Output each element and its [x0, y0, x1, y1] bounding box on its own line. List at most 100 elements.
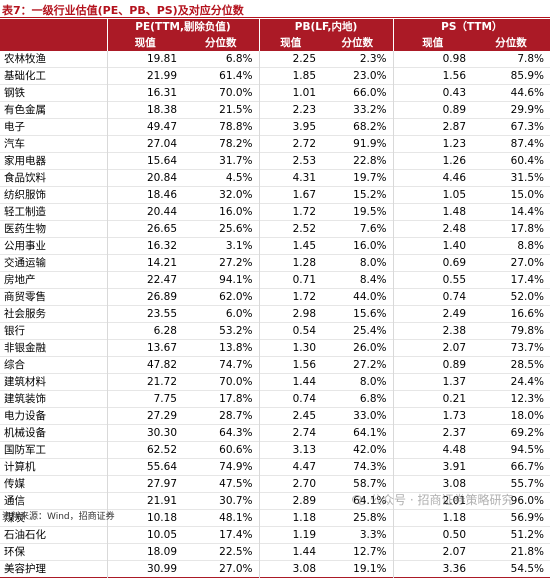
ps-current: 3.36 — [392, 560, 473, 578]
ps-current: 2.48 — [392, 220, 473, 238]
ps-percentile: 67.3% — [510, 121, 545, 133]
industry-name: 公用事业 — [4, 240, 46, 252]
header-pb: PB(LF,内地) — [258, 19, 394, 35]
pe-percentile: 32.0% — [219, 189, 253, 201]
ps-current: 2.38 — [392, 322, 473, 340]
industry-name: 非银金融 — [4, 342, 46, 354]
header-sub-row: 现值 分位数 现值 分位数 现值 分位数 — [0, 35, 550, 51]
industry-name: 商贸零售 — [4, 291, 46, 303]
pb-current: 2.52 — [258, 220, 323, 238]
pe-percentile: 47.5% — [219, 478, 253, 490]
ps-current: 1.05 — [392, 186, 473, 204]
pb-current: 3.08 — [258, 560, 323, 578]
pb-percentile: 58.7% — [353, 478, 387, 490]
table-row: 农林牧渔 19.81 6.8% 2.25 2.3% 0.98 7.8% — [0, 51, 550, 68]
source-note: 资料来源：Wind，招商证券 — [2, 512, 115, 522]
industry-name: 电力设备 — [4, 410, 46, 422]
pe-percentile: 70.0% — [219, 376, 253, 388]
pb-percentile: 7.6% — [359, 223, 387, 235]
pb-current: 2.74 — [258, 424, 323, 442]
industry-name: 轻工制造 — [4, 206, 46, 218]
ps-percentile: 96.0% — [510, 495, 545, 507]
pb-current: 1.30 — [258, 339, 323, 357]
ps-current: 0.89 — [392, 356, 473, 374]
industry-name: 机械设备 — [4, 427, 46, 439]
pe-current: 27.04 — [106, 135, 183, 153]
table-row: 电力设备 27.29 28.7% 2.45 33.0% 1.73 18.0% — [0, 407, 550, 425]
table-row: 建筑装饰 7.75 17.8% 0.74 6.8% 0.21 12.3% — [0, 390, 550, 408]
industry-name: 食品饮料 — [4, 172, 46, 184]
ps-percentile: 87.4% — [510, 138, 545, 150]
pe-current: 21.99 — [106, 67, 183, 85]
ps-percentile: 66.7% — [510, 461, 545, 473]
pb-current: 1.45 — [258, 237, 323, 255]
pe-current: 19.81 — [106, 51, 183, 68]
ps-current: 1.56 — [392, 67, 473, 85]
pe-current: 7.75 — [106, 390, 183, 408]
table-row: 商贸零售 26.89 62.0% 1.72 44.0% 0.74 52.0% — [0, 288, 550, 306]
table-row: 国防军工 62.52 60.6% 3.13 42.0% 4.48 94.5% — [0, 441, 550, 459]
industry-name: 交通运输 — [4, 257, 46, 269]
ps-percentile: 55.7% — [510, 478, 545, 490]
pb-percentile: 12.7% — [353, 546, 387, 558]
table-row: 社会服务 23.55 6.0% 2.98 15.6% 2.49 16.6% — [0, 305, 550, 323]
table-row: 公用事业 16.32 3.1% 1.45 16.0% 1.40 8.8% — [0, 237, 550, 255]
ps-current: 1.48 — [392, 203, 473, 221]
ps-current: 3.91 — [392, 458, 473, 476]
pe-current: 14.21 — [106, 254, 183, 272]
industry-name: 国防军工 — [4, 444, 46, 456]
pe-current: 26.65 — [106, 220, 183, 238]
pe-current: 26.89 — [106, 288, 183, 306]
table-title: 表7：一级行业估值(PE、PB、PS)及对应分位数 — [2, 4, 244, 17]
pe-current: 20.44 — [106, 203, 183, 221]
wechat-icon — [352, 494, 366, 505]
pb-percentile: 74.3% — [353, 461, 387, 473]
header-pb-current: 现值 — [258, 35, 323, 51]
pe-percentile: 3.1% — [225, 240, 253, 252]
ps-percentile: 94.5% — [510, 444, 545, 456]
pe-current: 62.52 — [106, 441, 183, 459]
pb-current: 1.01 — [258, 84, 323, 102]
pe-current: 49.47 — [106, 118, 183, 136]
ps-current: 1.73 — [392, 407, 473, 425]
ps-percentile: 27.0% — [510, 257, 545, 269]
pb-current: 1.72 — [258, 203, 323, 221]
ps-current: 1.26 — [392, 152, 473, 170]
table-row: 食品饮料 20.84 4.5% 4.31 19.7% 4.46 31.5% — [0, 169, 550, 187]
pb-percentile: 42.0% — [353, 444, 387, 456]
ps-current: 1.40 — [392, 237, 473, 255]
table-row: 建筑材料 21.72 70.0% 1.44 8.0% 1.37 24.4% — [0, 373, 550, 391]
pb-current: 2.25 — [258, 51, 323, 68]
pb-percentile: 64.1% — [353, 427, 387, 439]
header-pe: PE(TTM,剔除负值) — [106, 19, 260, 35]
pb-percentile: 33.2% — [353, 104, 387, 116]
ps-percentile: 44.6% — [510, 87, 545, 99]
header-pe-current: 现值 — [106, 35, 183, 51]
pe-percentile: 21.5% — [219, 104, 253, 116]
header-group-row: PE(TTM,剔除负值) PB(LF,内地) PS（TTM） — [0, 19, 550, 35]
pb-current: 1.44 — [258, 543, 323, 561]
table-row: 环保 18.09 22.5% 1.44 12.7% 2.07 21.8% — [0, 543, 550, 561]
pb-percentile: 25.4% — [353, 325, 387, 337]
pb-percentile: 44.0% — [353, 291, 387, 303]
industry-name: 美容护理 — [4, 563, 46, 575]
ps-current: 1.23 — [392, 135, 473, 153]
ps-percentile: 73.7% — [510, 342, 545, 354]
pe-current: 27.29 — [106, 407, 183, 425]
ps-current: 2.01 — [392, 492, 473, 510]
pe-percentile: 30.7% — [219, 495, 253, 507]
pe-current: 10.05 — [106, 526, 183, 544]
pb-percentile: 6.8% — [359, 393, 387, 405]
industry-name: 钢铁 — [4, 87, 25, 99]
pb-percentile: 23.0% — [353, 70, 387, 82]
pe-percentile: 17.8% — [219, 393, 253, 405]
pb-percentile: 8.0% — [359, 376, 387, 388]
watermark-text: 公众号 · 招商证券策略研究 — [370, 493, 514, 507]
pe-percentile: 22.5% — [219, 546, 253, 558]
pe-percentile: 60.6% — [219, 444, 253, 456]
table-row: 有色金属 18.38 21.5% 2.23 33.2% 0.89 29.9% — [0, 101, 550, 119]
pb-current: 2.23 — [258, 101, 323, 119]
pe-current: 18.46 — [106, 186, 183, 204]
pe-current: 47.82 — [106, 356, 183, 374]
pb-current: 0.74 — [258, 390, 323, 408]
